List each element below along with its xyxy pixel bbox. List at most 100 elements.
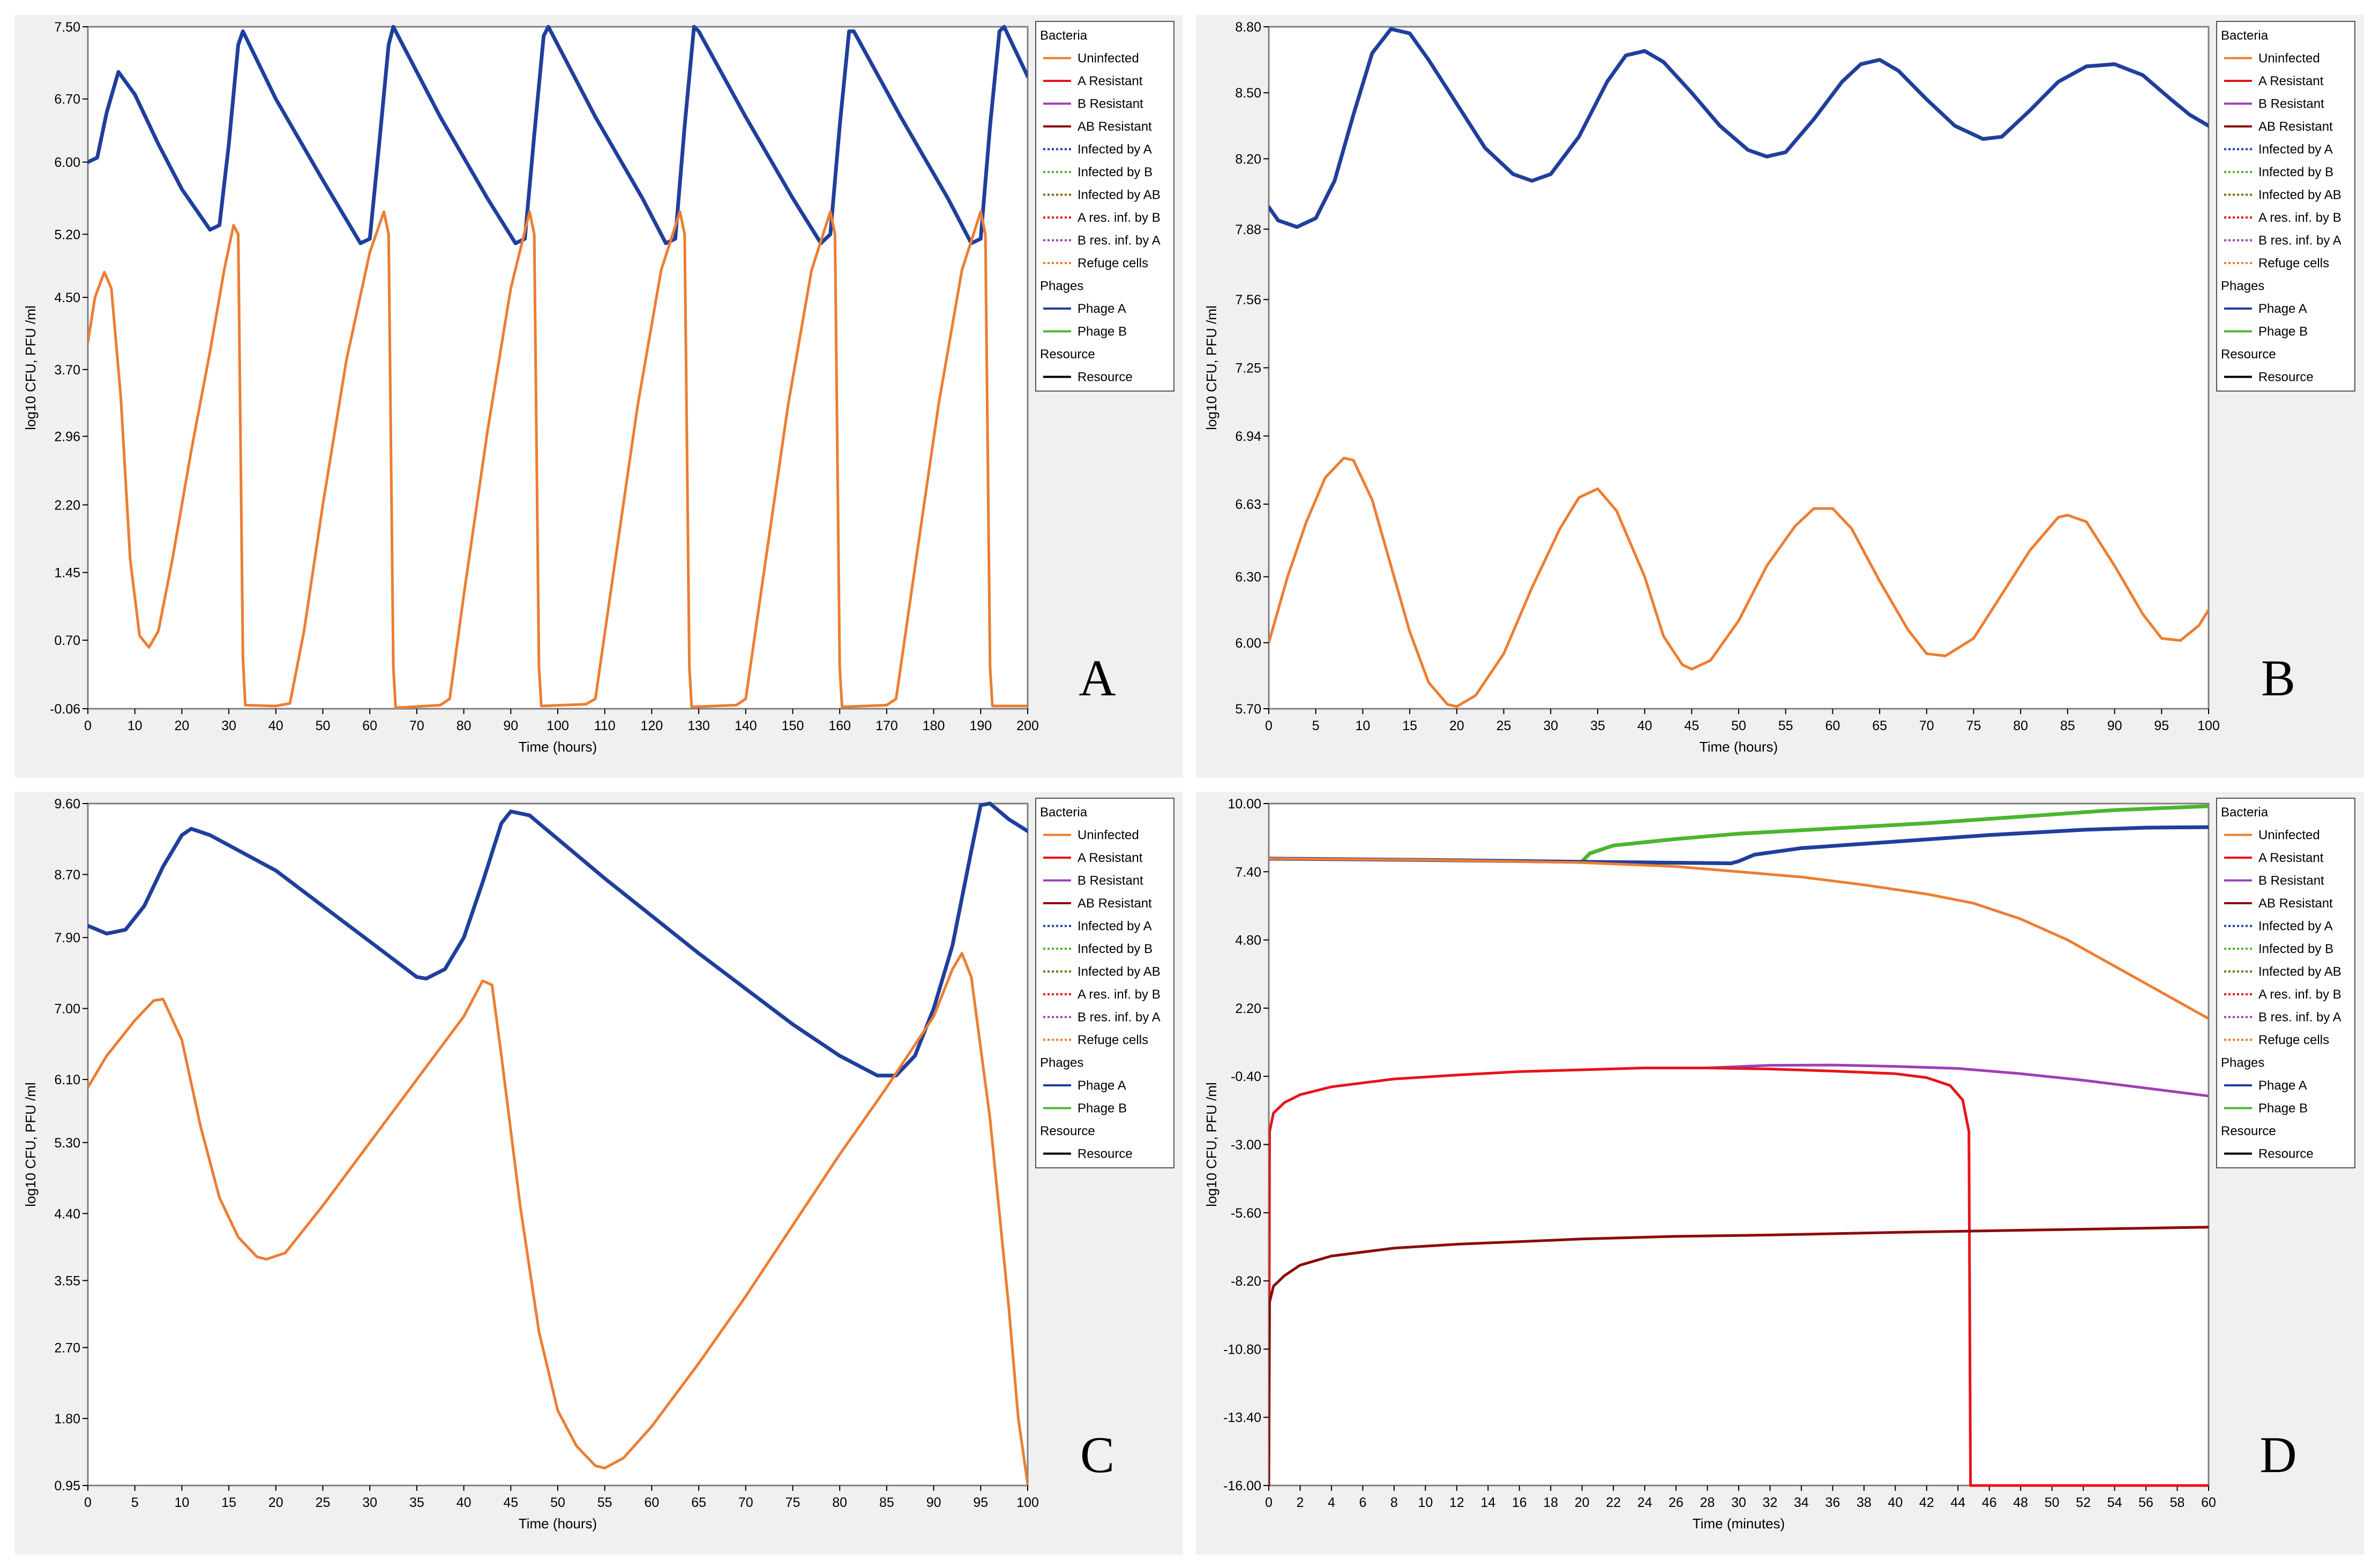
legend-label: Infected by AB [2258,188,2341,202]
y-tick-label: 7.88 [1235,222,1261,237]
legend-label: Uninfected [2258,51,2320,66]
legend-label: Infected by B [1077,942,1153,956]
legend-label: Infected by AB [1077,965,1161,979]
x-axis-label: Time (hours) [519,739,597,755]
legend: Bacteria Uninfected A Resistant B Resistant… [2216,21,2355,392]
legend-label: Infected by A [2258,142,2333,157]
legend-label: Infected by AB [2258,965,2341,979]
y-tick-label: 3.70 [54,363,80,378]
legend-label: B res. inf. by A [2258,1010,2341,1025]
legend-label: A Resistant [2258,851,2324,865]
plot-area [87,802,1029,1487]
x-tick-label: 70 [738,1495,753,1510]
x-tick-label: 60 [1825,718,1840,733]
legend-heading: Bacteria [1040,805,1088,820]
panel-letter: C [1080,1426,1114,1483]
x-tick-label: 22 [1606,1495,1621,1510]
chart-svg: 0 2 4 6 8 10 12 14 16 18 20 22 24 26 28 30 32 34 36 38 40 42 4… [1203,797,2355,1532]
series-line-uninfected [1269,456,2209,708]
x-tick-label: 20 [1575,1495,1590,1510]
x-tick-label: 35 [409,1495,424,1510]
x-tick-label: 34 [1794,1495,1809,1510]
legend: Bacteria Uninfected A Resistant B Resistant… [2216,798,2355,1168]
x-tick-label: 30 [221,718,236,733]
legend-label: Resource [2258,1147,2314,1161]
legend-heading: Phages [1040,279,1083,294]
panel-letter: D [2259,1426,2296,1483]
legend-box [1035,21,1174,392]
y-tick-label: -16.00 [1223,1479,1261,1494]
plot-area [1268,802,2210,1487]
legend-label: A res. inf. by B [2258,987,2341,1002]
x-tick-label: 60 [362,718,377,733]
legend-label: AB Resistant [2258,119,2333,134]
legend-label: B Resistant [2258,874,2324,888]
legend-heading: Resource [2221,347,2276,362]
x-tick-label: 48 [2013,1495,2028,1510]
panel-letter: A [1079,649,1116,707]
x-tick-label: 60 [644,1495,659,1510]
legend-label: A Resistant [1077,851,1143,865]
legend-label: A res. inf. by B [2258,211,2341,225]
y-tick-label: -13.40 [1223,1411,1261,1426]
x-tick-label: 46 [1982,1495,1997,1510]
x-tick-label: 70 [1919,718,1934,733]
series-group [88,801,1028,1486]
x-tick-label: 75 [1966,718,1981,733]
x-tick-label: 95 [973,1495,988,1510]
legend-heading: Resource [1040,347,1095,362]
x-tick-label: 28 [1700,1495,1715,1510]
y-tick-label: 7.90 [54,931,80,946]
legend-label: Resource [2258,370,2314,385]
x-tick-label: 180 [923,718,945,733]
legend-label: Refuge cells [2258,256,2329,271]
x-tick-label: 30 [1731,1495,1746,1510]
y-tick-label: 7.00 [54,1002,80,1017]
x-tick-label: 65 [1872,718,1887,733]
y-tick-label: 5.20 [54,227,80,242]
x-tick-label: 20 [268,1495,283,1510]
x-tick-label: 110 [594,718,616,733]
x-tick-label: 25 [1496,718,1512,733]
x-tick-label: 100 [1016,1495,1039,1510]
y-tick-label: 2.20 [54,498,80,513]
x-tick-label: 54 [2107,1495,2122,1510]
series-line-uninfected [88,952,1028,1486]
legend-heading: Resource [1040,1124,1095,1138]
y-tick-label: 5.70 [1235,702,1261,717]
y-tick-label: 7.56 [1235,292,1261,307]
chart-svg: 0 5 10 15 20 25 30 35 40 45 50 55 60 65 70 75 80 85 90 95 10… [23,797,1174,1532]
x-tick-label: 80 [2013,718,2028,733]
chart-panel-b: 0 5 10 15 20 25 30 35 40 45 50 55 60 65 70 75 80 85 90 95 10… [1196,15,2364,778]
legend-label: AB Resistant [2258,896,2333,911]
y-tick-label: -8.20 [1231,1274,1261,1289]
x-tick-label: 45 [1684,718,1699,733]
series-line-uninfected [88,210,1028,709]
x-tick-label: 170 [876,718,898,733]
x-tick-label: 50 [550,1495,565,1510]
x-tick-label: 95 [2154,718,2169,733]
x-tick-label: 30 [362,1495,377,1510]
x-tick-label: 10 [174,1495,189,1510]
legend-label: Infected by B [2258,165,2333,179]
x-tick-label: 10 [1418,1495,1433,1510]
legend-box [2216,21,2355,392]
y-tick-label: 2.96 [54,429,80,444]
x-tick-label: 14 [1480,1495,1495,1510]
legend-label: Uninfected [1077,828,1139,843]
x-tick-label: 55 [597,1495,612,1510]
y-tick-label: 2.20 [1235,1001,1261,1016]
series-group [1269,804,2209,1487]
legend-label: Uninfected [2258,828,2320,843]
x-tick-label: 75 [785,1495,800,1510]
x-tick-label: 44 [1950,1495,1965,1510]
legend-heading: Phages [2221,1056,2264,1070]
legend-heading: Phages [2221,279,2264,294]
x-tick-label: 10 [1355,718,1370,733]
legend-label: Resource [1077,370,1133,385]
legend-heading: Phages [1040,1056,1083,1070]
legend-label: B Resistant [1077,97,1143,111]
y-axis-label: log10 CFU, PFU /ml [23,305,39,430]
x-tick-label: 45 [503,1495,518,1510]
y-tick-label: 9.60 [54,797,80,812]
